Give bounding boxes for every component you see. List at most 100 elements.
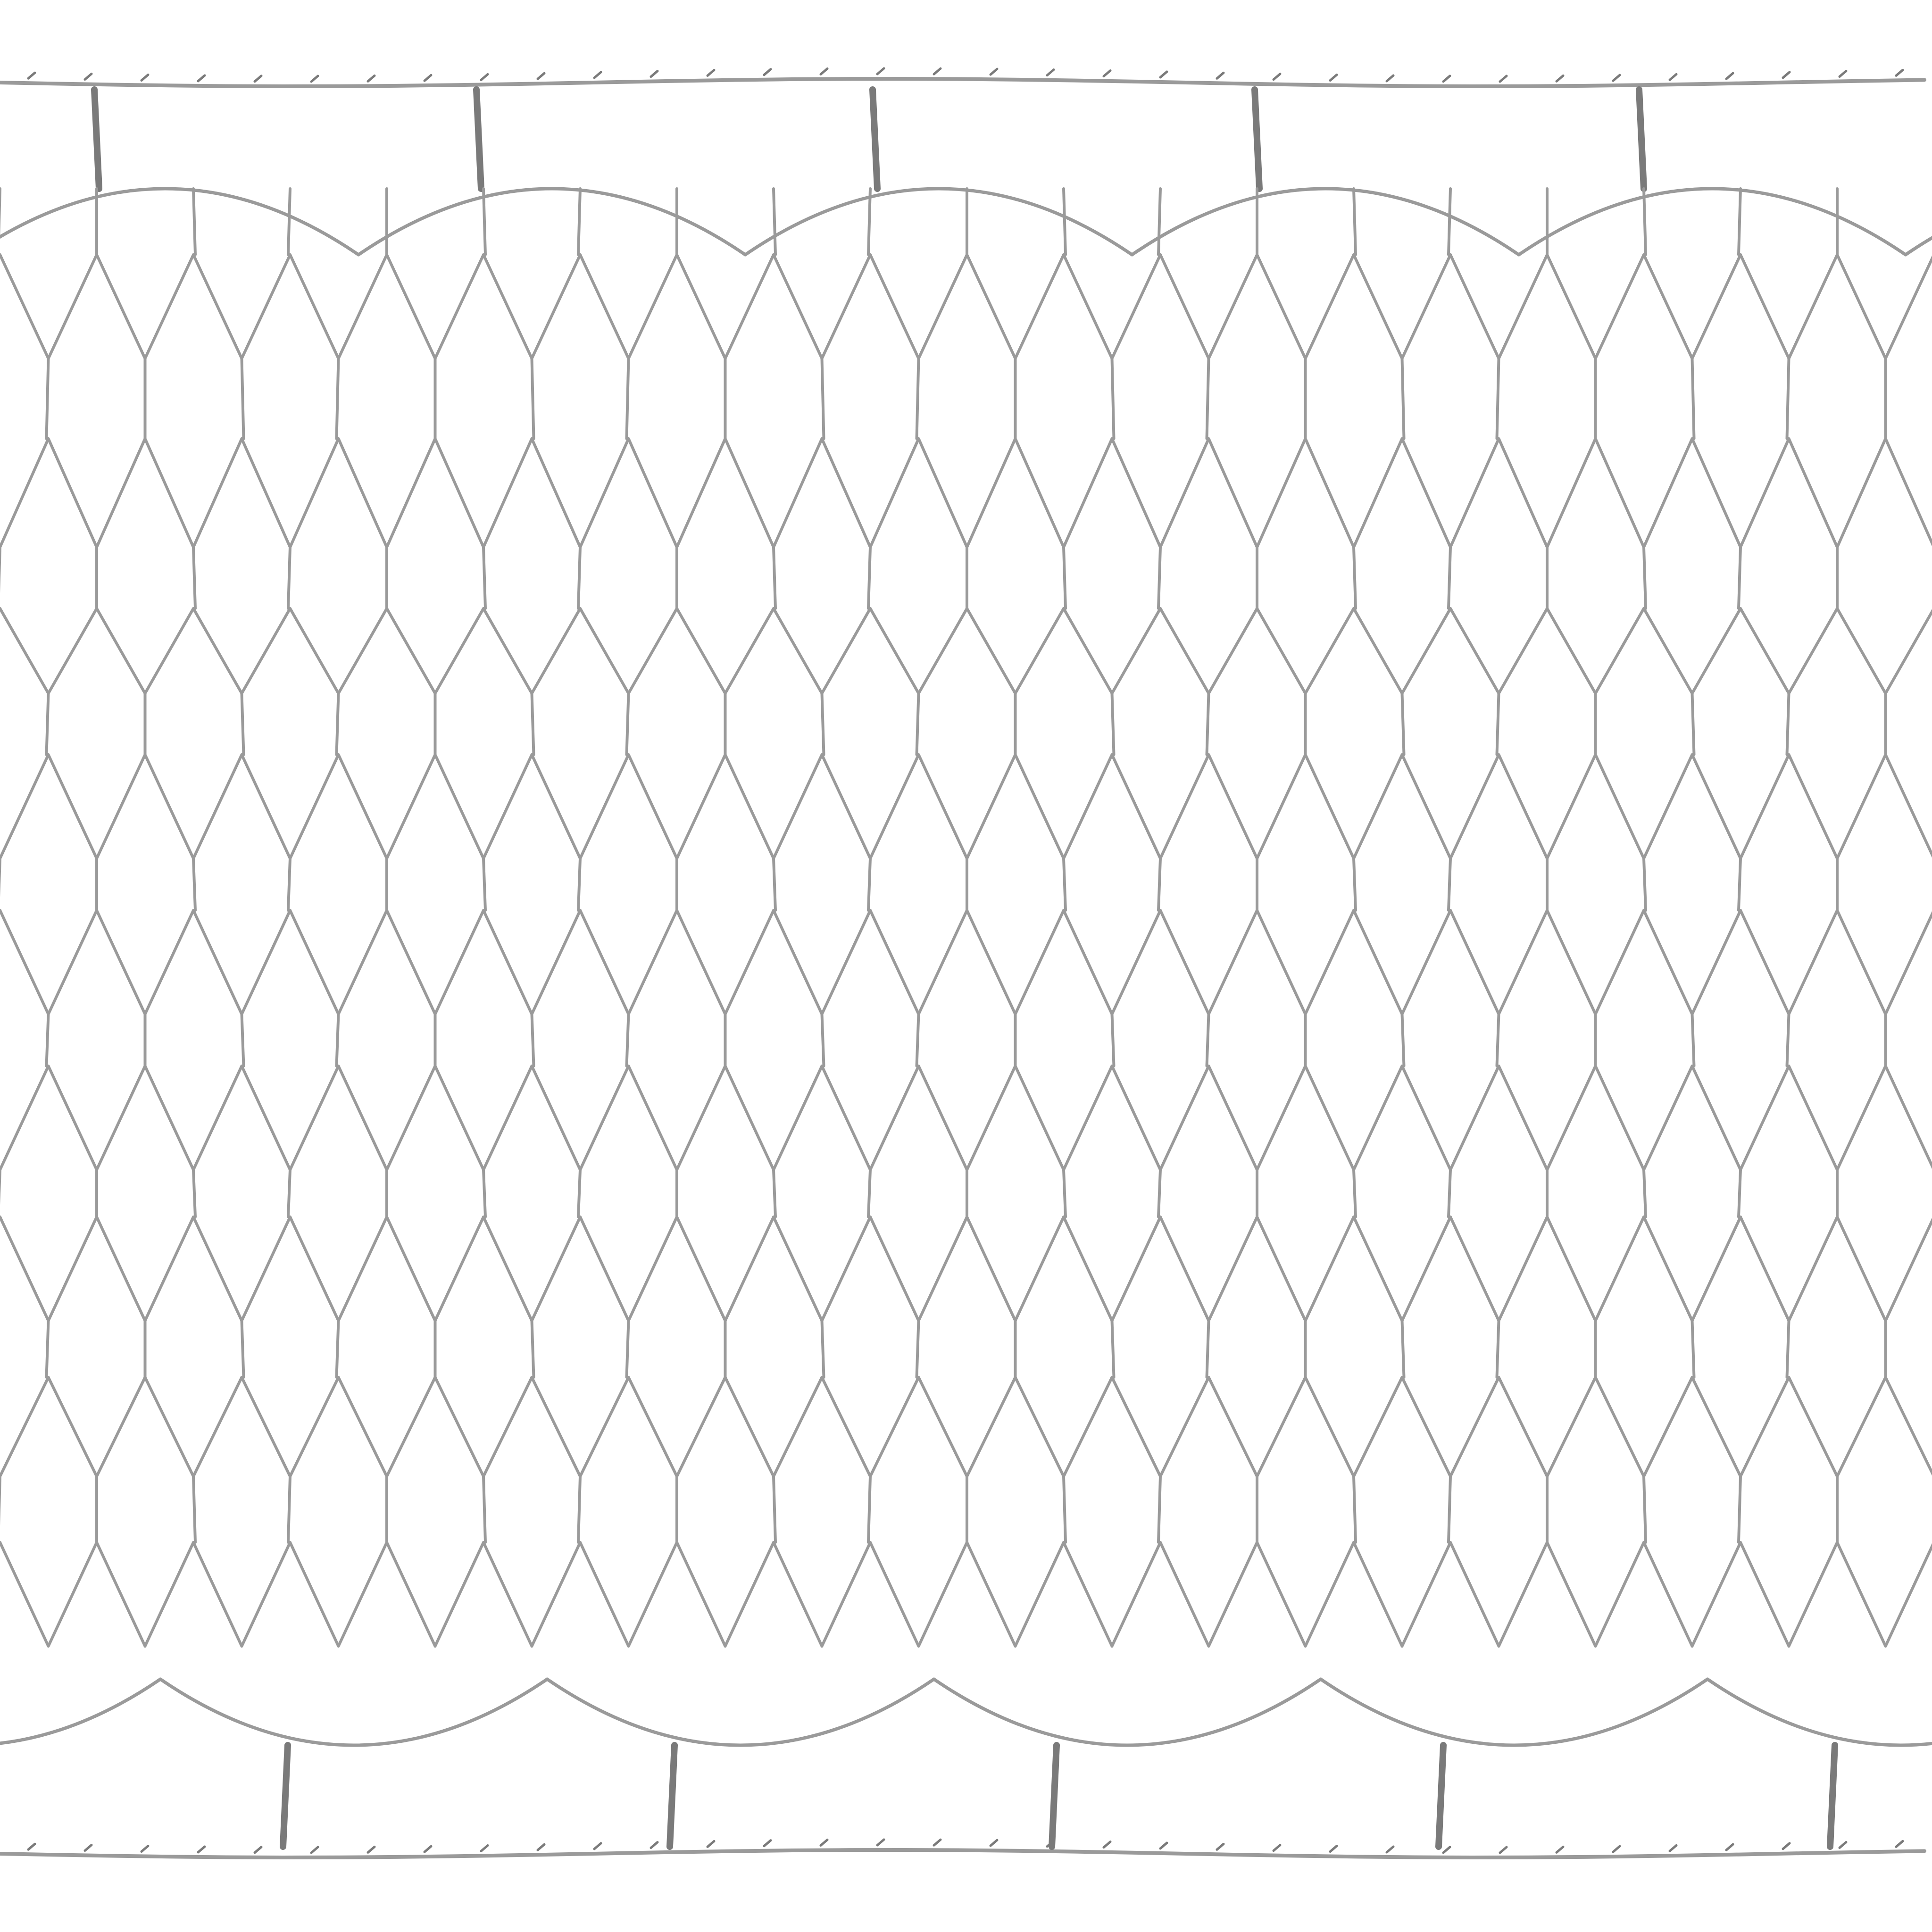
- mesh-wire-strand: [192, 1168, 197, 1218]
- rope-barb: [423, 74, 433, 82]
- mesh-wire-twist: [579, 1541, 630, 1648]
- mesh-wire-twist: [289, 253, 340, 360]
- mesh-wire-twist: [1739, 253, 1790, 360]
- mesh-wire-twist: [1836, 1541, 1887, 1648]
- mesh-wire-twist: [820, 753, 872, 860]
- mesh-wire-twist: [917, 607, 968, 695]
- mesh-wire-strand: [1785, 692, 1790, 756]
- mesh-wire-twist: [1110, 1376, 1162, 1478]
- mesh-wire-twist: [1159, 909, 1210, 1016]
- mesh-wire-twist: [917, 253, 968, 360]
- mesh-wire-twist: [1400, 753, 1452, 860]
- mesh-wire-twist: [1836, 1065, 1887, 1171]
- mesh-wire-twist: [433, 607, 485, 695]
- mesh-wire-strand: [915, 1013, 920, 1067]
- mesh-wire-twist: [724, 1216, 775, 1322]
- mesh-wire-twist: [869, 1216, 920, 1322]
- mesh-top-arch: [357, 187, 747, 257]
- mesh-wire-twist: [289, 1216, 340, 1322]
- mesh-wire-twist: [1884, 1065, 1932, 1169]
- mesh-wire-twist: [1594, 753, 1645, 860]
- mesh-wire-strand: [482, 187, 487, 256]
- rope-barb: [1046, 68, 1055, 77]
- rope-barb: [650, 70, 659, 78]
- mesh-wire-strand: [1157, 546, 1162, 610]
- mesh-wire-twist: [482, 909, 533, 1016]
- mesh-wire-strand: [335, 1319, 340, 1379]
- mesh-wire-strand: [1400, 357, 1406, 440]
- mesh-wire-twist: [1110, 1216, 1162, 1322]
- mesh-wire-twist: [627, 1065, 678, 1171]
- mesh-wire-twist: [95, 437, 147, 549]
- mesh-wire-strand: [1352, 1475, 1357, 1544]
- rope-barb: [480, 1844, 489, 1852]
- rope-barb: [1499, 1846, 1508, 1854]
- mesh-wire-twist: [1256, 607, 1307, 695]
- mesh-wire-twist: [1400, 437, 1452, 549]
- mesh-wire-twist: [433, 1065, 485, 1171]
- mesh-wire-twist: [1400, 909, 1452, 1016]
- mesh-wire-twist: [1642, 1376, 1694, 1478]
- mesh-wire-strand: [1642, 187, 1647, 256]
- mesh-wire-twist: [966, 1376, 1017, 1478]
- mesh-wire-twist: [240, 753, 291, 860]
- mesh-wire-twist: [1304, 909, 1355, 1016]
- mesh-wire-strand: [625, 692, 630, 756]
- mesh-wire-twist: [337, 1376, 388, 1478]
- mesh-wire-strand: [45, 1319, 50, 1379]
- mesh-wire-twist: [1497, 607, 1549, 695]
- mesh-wire-twist: [1884, 1543, 1932, 1648]
- mesh-wire-twist: [95, 1376, 147, 1478]
- mesh-wire-strand: [1737, 546, 1742, 610]
- mesh-wire-twist: [1690, 1541, 1742, 1648]
- mesh-wire-twist: [1110, 607, 1162, 695]
- mesh-wire-twist: [47, 437, 98, 549]
- mesh-wire-twist: [192, 753, 243, 860]
- mesh-wire-twist: [1159, 1065, 1210, 1171]
- bottom-rope-tie: [280, 1742, 291, 1850]
- mesh-wire-twist: [1836, 607, 1887, 695]
- mesh-wire-strand: [1062, 187, 1067, 256]
- mesh-wire-twist: [530, 1376, 582, 1478]
- mesh-wire-strand: [287, 1168, 291, 1218]
- mesh-top-arch: [1517, 187, 1907, 257]
- mesh-wire-twist: [917, 437, 968, 549]
- mesh-wire-twist: [1400, 607, 1452, 695]
- mesh-wire-strand: [530, 357, 535, 440]
- mesh-wire-twist: [482, 1216, 533, 1322]
- mesh-wire-twist: [289, 1065, 340, 1171]
- rope-barb: [706, 68, 716, 77]
- mesh-wire-twist: [1884, 255, 1932, 360]
- mesh-wire-twist: [579, 437, 630, 549]
- mesh-wire-strand: [1690, 692, 1696, 756]
- mesh-wire-twist: [1400, 1065, 1452, 1171]
- mesh-bottom-arch: [545, 1677, 936, 1747]
- mesh-wire-twist: [1304, 253, 1355, 360]
- mesh-wire-twist: [240, 1065, 291, 1171]
- mesh-wire-twist: [1062, 607, 1114, 695]
- rope-barb: [536, 72, 546, 80]
- mesh-wire-twist: [240, 1216, 291, 1322]
- mesh-wire-twist: [1449, 1541, 1500, 1648]
- mesh-wire-twist: [1352, 253, 1404, 360]
- mesh-wire-twist: [772, 909, 824, 1016]
- rope-barb: [1159, 70, 1168, 79]
- mesh-wire-twist: [1497, 1216, 1549, 1322]
- mesh-wire-twist: [1449, 1216, 1500, 1322]
- bottom-rope-tie: [666, 1742, 678, 1850]
- mesh-wire-twist: [530, 1216, 582, 1322]
- mesh-wire-strand: [482, 857, 487, 912]
- rope-barb: [1499, 75, 1508, 83]
- mesh-wire-strand: [335, 1013, 340, 1067]
- mesh-wire-strand: [1447, 1475, 1452, 1544]
- mesh-wire-twist: [482, 437, 533, 549]
- mesh-wire-twist: [1449, 1376, 1500, 1478]
- bottom-rope-edge: [0, 1838, 1926, 1859]
- rope-barb: [989, 1839, 999, 1847]
- top-rope-tie: [1251, 86, 1263, 192]
- rope-barb: [1668, 1844, 1678, 1852]
- mesh-wire-strand: [530, 692, 535, 756]
- mesh-wire-strand: [482, 546, 487, 610]
- mesh-wire-twist: [1110, 1065, 1162, 1171]
- mesh-wire-twist: [385, 909, 437, 1016]
